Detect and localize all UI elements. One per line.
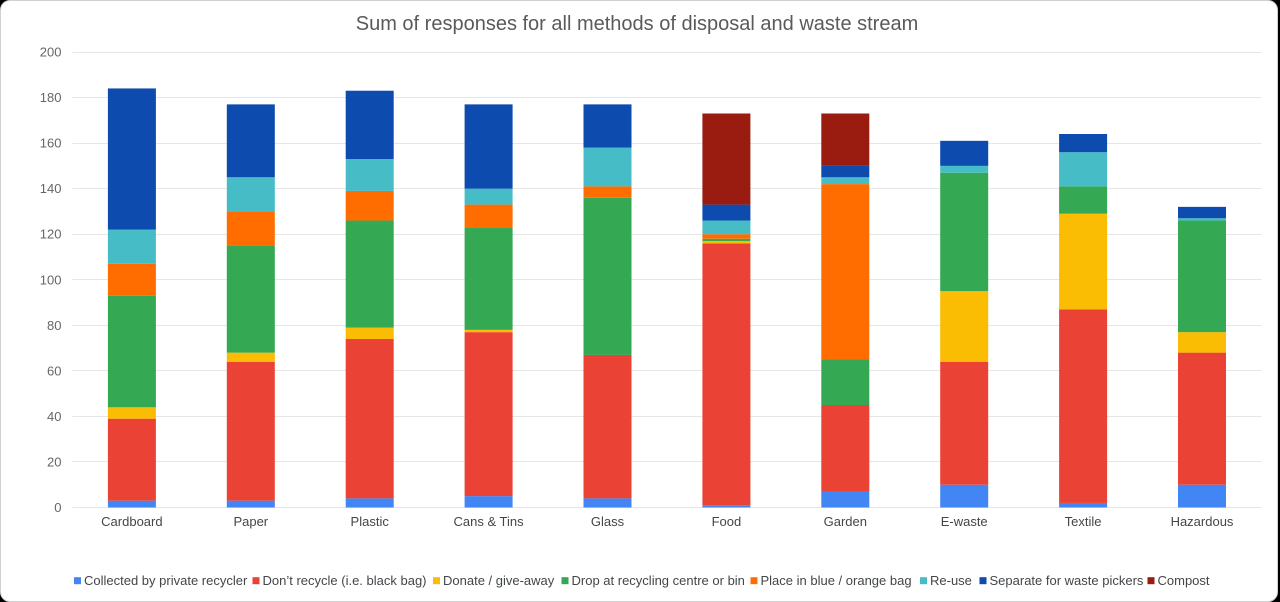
- svg-text:E-waste: E-waste: [941, 514, 988, 529]
- svg-text:Garden: Garden: [824, 514, 867, 529]
- svg-text:180: 180: [40, 90, 62, 105]
- svg-text:Re-use: Re-use: [930, 573, 972, 588]
- svg-text:Plastic: Plastic: [351, 514, 390, 529]
- svg-text:Glass: Glass: [591, 514, 625, 529]
- svg-text:100: 100: [40, 272, 62, 287]
- svg-text:140: 140: [40, 181, 62, 196]
- svg-text:20: 20: [47, 454, 61, 469]
- svg-text:Textile: Textile: [1065, 514, 1102, 529]
- svg-text:120: 120: [40, 227, 62, 242]
- svg-text:Separate for waste pickers: Separate for waste pickers: [990, 573, 1144, 588]
- svg-text:200: 200: [40, 45, 62, 60]
- svg-text:Cans & Tins: Cans & Tins: [454, 514, 525, 529]
- svg-text:0: 0: [54, 500, 61, 515]
- svg-text:Place in blue / orange bag: Place in blue / orange bag: [761, 573, 912, 588]
- svg-text:Paper: Paper: [233, 514, 268, 529]
- svg-text:Drop at recycling centre or bi: Drop at recycling centre or bin: [572, 573, 745, 588]
- svg-text:Hazardous: Hazardous: [1171, 514, 1234, 529]
- svg-text:Sum of responses for all metho: Sum of responses for all methods of disp…: [356, 13, 919, 35]
- svg-text:40: 40: [47, 409, 61, 424]
- svg-text:Don’t recycle (i.e. black bag): Don’t recycle (i.e. black bag): [263, 573, 427, 588]
- svg-text:Collected by private recycler: Collected by private recycler: [84, 573, 248, 588]
- svg-text:Compost: Compost: [1158, 573, 1210, 588]
- svg-text:80: 80: [47, 318, 61, 333]
- svg-text:Donate / give-away: Donate / give-away: [443, 573, 555, 588]
- svg-text:Food: Food: [712, 514, 742, 529]
- svg-text:160: 160: [40, 136, 62, 151]
- svg-text:60: 60: [47, 363, 61, 378]
- svg-text:Cardboard: Cardboard: [101, 514, 162, 529]
